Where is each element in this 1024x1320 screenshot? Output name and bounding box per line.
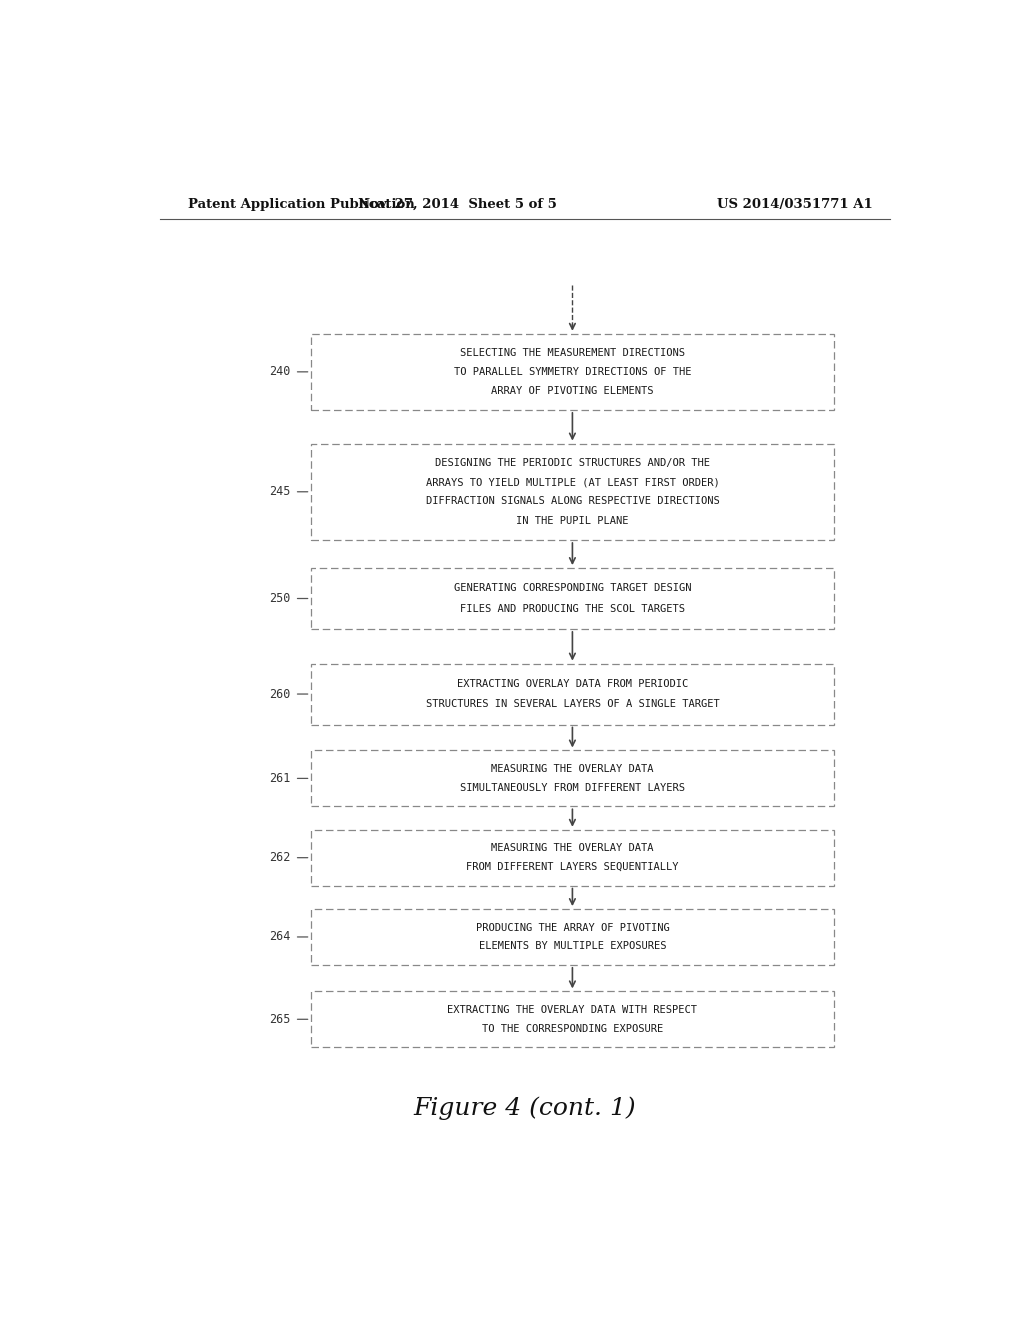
Text: PRODUCING THE ARRAY OF PIVOTING: PRODUCING THE ARRAY OF PIVOTING — [475, 923, 670, 933]
Bar — [310, 664, 835, 725]
Text: ARRAYS TO YIELD MULTIPLE (AT LEAST FIRST ORDER): ARRAYS TO YIELD MULTIPLE (AT LEAST FIRST… — [426, 477, 719, 487]
Bar — [310, 991, 835, 1047]
Text: TO PARALLEL SYMMETRY DIRECTIONS OF THE: TO PARALLEL SYMMETRY DIRECTIONS OF THE — [454, 367, 691, 376]
Text: FROM DIFFERENT LAYERS SEQUENTIALLY: FROM DIFFERENT LAYERS SEQUENTIALLY — [466, 862, 679, 873]
Text: STRUCTURES IN SEVERAL LAYERS OF A SINGLE TARGET: STRUCTURES IN SEVERAL LAYERS OF A SINGLE… — [426, 700, 719, 709]
Text: 262: 262 — [269, 851, 291, 865]
Bar — [310, 444, 835, 540]
Text: ARRAY OF PIVOTING ELEMENTS: ARRAY OF PIVOTING ELEMENTS — [492, 385, 653, 396]
Text: 261: 261 — [269, 772, 291, 785]
Text: MEASURING THE OVERLAY DATA: MEASURING THE OVERLAY DATA — [492, 764, 653, 774]
Bar — [310, 830, 835, 886]
Text: Nov. 27, 2014  Sheet 5 of 5: Nov. 27, 2014 Sheet 5 of 5 — [358, 198, 557, 211]
Bar — [310, 334, 835, 411]
Text: 264: 264 — [269, 931, 291, 944]
Text: 260: 260 — [269, 688, 291, 701]
Text: ELEMENTS BY MULTIPLE EXPOSURES: ELEMENTS BY MULTIPLE EXPOSURES — [478, 941, 667, 952]
Bar — [310, 909, 835, 965]
Text: 245: 245 — [269, 486, 291, 498]
Text: 240: 240 — [269, 366, 291, 379]
Text: IN THE PUPIL PLANE: IN THE PUPIL PLANE — [516, 516, 629, 525]
Bar — [310, 751, 835, 807]
Text: GENERATING CORRESPONDING TARGET DESIGN: GENERATING CORRESPONDING TARGET DESIGN — [454, 583, 691, 593]
Text: 250: 250 — [269, 591, 291, 605]
Text: Patent Application Publication: Patent Application Publication — [187, 198, 415, 211]
Text: FILES AND PRODUCING THE SCOL TARGETS: FILES AND PRODUCING THE SCOL TARGETS — [460, 603, 685, 614]
Text: EXTRACTING OVERLAY DATA FROM PERIODIC: EXTRACTING OVERLAY DATA FROM PERIODIC — [457, 678, 688, 689]
Text: DIFFRACTION SIGNALS ALONG RESPECTIVE DIRECTIONS: DIFFRACTION SIGNALS ALONG RESPECTIVE DIR… — [426, 496, 719, 507]
Text: TO THE CORRESPONDING EXPOSURE: TO THE CORRESPONDING EXPOSURE — [481, 1023, 664, 1034]
Text: EXTRACTING THE OVERLAY DATA WITH RESPECT: EXTRACTING THE OVERLAY DATA WITH RESPECT — [447, 1005, 697, 1015]
Text: 265: 265 — [269, 1012, 291, 1026]
Text: US 2014/0351771 A1: US 2014/0351771 A1 — [717, 198, 872, 211]
Text: DESIGNING THE PERIODIC STRUCTURES AND/OR THE: DESIGNING THE PERIODIC STRUCTURES AND/OR… — [435, 458, 710, 467]
Text: SIMULTANEOUSLY FROM DIFFERENT LAYERS: SIMULTANEOUSLY FROM DIFFERENT LAYERS — [460, 783, 685, 793]
Text: SELECTING THE MEASUREMENT DIRECTIONS: SELECTING THE MEASUREMENT DIRECTIONS — [460, 347, 685, 358]
Bar — [310, 568, 835, 630]
Text: Figure 4 (cont. 1): Figure 4 (cont. 1) — [414, 1097, 636, 1121]
Text: MEASURING THE OVERLAY DATA: MEASURING THE OVERLAY DATA — [492, 843, 653, 853]
